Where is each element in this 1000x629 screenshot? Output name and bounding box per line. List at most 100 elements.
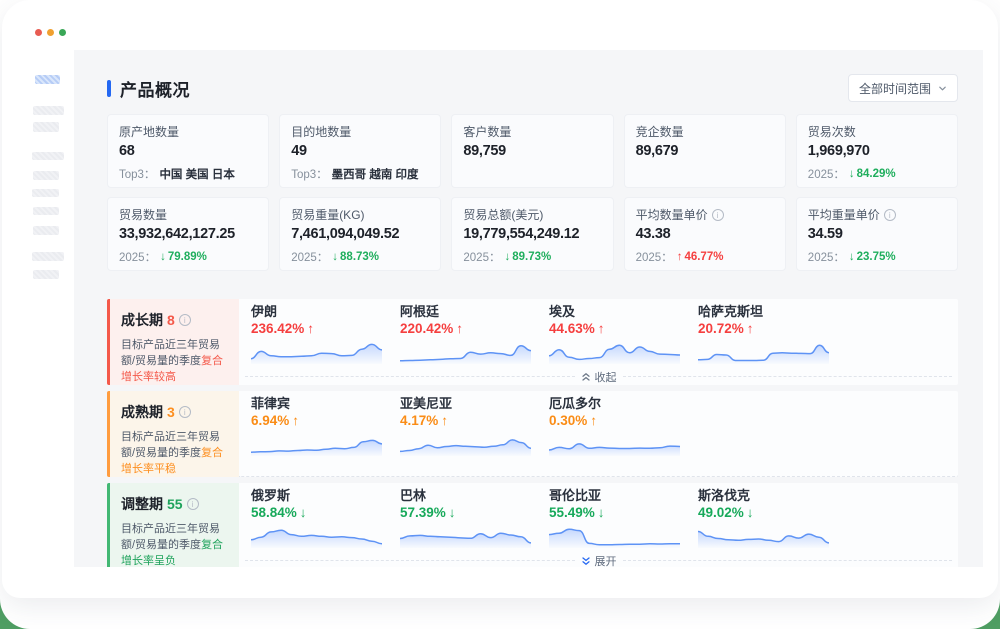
stat-card: 贸易总额(美元) 19,779,554,249.12 2025： ↓ 89.73… bbox=[451, 197, 614, 271]
close-window-icon[interactable] bbox=[35, 29, 42, 36]
stat-card: 贸易次数 1,969,970 2025： ↓ 84.29% bbox=[795, 114, 958, 188]
trend-arrow-icon: ↑ bbox=[590, 413, 598, 428]
country-chart: 巴林 57.39% ↓ bbox=[400, 488, 531, 550]
background-page bbox=[0, 595, 1000, 629]
stat-sub: Top3： 墨西哥 越南 印度 bbox=[291, 166, 429, 182]
stage-count: 3 bbox=[167, 404, 175, 420]
minimize-window-icon[interactable] bbox=[47, 29, 54, 36]
main-content: 产品概况 全部时间范围 原产地数量 68 Top3： 中国 美国 日本 目的地数… bbox=[74, 50, 983, 567]
growth-percent: 49.02% bbox=[698, 505, 744, 520]
country-charts: 伊朗 236.42% ↑ 阿根廷 220.42% ↑ 埃及 44.63% ↑ 哈… bbox=[239, 299, 958, 369]
country-name: 亚美尼亚 bbox=[400, 396, 453, 411]
title-accent-bar bbox=[107, 79, 111, 97]
sidebar-item[interactable] bbox=[32, 152, 64, 160]
sidebar-item-active[interactable] bbox=[35, 75, 60, 84]
stat-sub-names: 中国 美国 日本 bbox=[159, 169, 235, 181]
trend-arrow-icon: ↓ bbox=[332, 251, 339, 263]
stage-label-panel: 成长期 8 目标产品近三年贸易额/贸易量的季度复合增长率较高 bbox=[107, 299, 239, 385]
page-title: 产品概况 bbox=[120, 80, 190, 100]
stat-sub-prefix: 2025： bbox=[291, 252, 329, 264]
stat-value: 89,679 bbox=[635, 143, 679, 159]
stat-sub-names: 墨西哥 越南 印度 bbox=[331, 169, 419, 181]
country-growth: 236.42% ↑ bbox=[251, 320, 382, 337]
stage-count: 55 bbox=[167, 496, 183, 512]
double-chevron-icon bbox=[581, 372, 591, 382]
info-icon[interactable] bbox=[178, 406, 191, 418]
trend-percent: 84.29% bbox=[856, 168, 896, 180]
country-growth: 49.02% ↓ bbox=[698, 504, 829, 521]
growth-percent: 4.17% bbox=[400, 413, 439, 428]
sidebar-item[interactable] bbox=[33, 106, 64, 115]
toggle-link[interactable]: 展开 bbox=[581, 553, 617, 567]
trend-arrow-icon: ↑ bbox=[456, 321, 464, 336]
trend-percent: 89.73% bbox=[512, 251, 552, 263]
stat-value: 33,932,642,127.25 bbox=[119, 226, 235, 242]
stat-label: 贸易重量(KG) bbox=[291, 208, 365, 222]
country-name: 伊朗 bbox=[251, 304, 278, 319]
trend-arrow-icon: ↓ bbox=[160, 251, 166, 263]
sidebar-item[interactable] bbox=[32, 252, 64, 261]
toggle-link[interactable]: 收起 bbox=[581, 369, 617, 385]
trend-arrow-icon: ↓ bbox=[848, 251, 855, 263]
country-growth: 4.17% ↑ bbox=[400, 412, 531, 429]
country-growth: 0.30% ↑ bbox=[549, 412, 680, 429]
sidebar-item[interactable] bbox=[33, 171, 59, 180]
stat-trend: ↓ 23.75% bbox=[849, 251, 896, 263]
sparkline-chart bbox=[400, 338, 531, 364]
info-icon[interactable] bbox=[186, 498, 199, 510]
stage-description: 目标产品近三年贸易额/贸易量的季度复合增长率较高 bbox=[121, 339, 224, 383]
stat-sub: 2025： ↓ 89.73% bbox=[463, 249, 601, 265]
maximize-window-icon[interactable] bbox=[59, 29, 66, 36]
country-chart: 俄罗斯 58.84% ↓ bbox=[251, 488, 382, 550]
sidebar-item[interactable] bbox=[33, 122, 59, 132]
stat-card: 平均数量单价 43.38 2025： ↑ 46.77% bbox=[623, 197, 786, 271]
info-icon[interactable] bbox=[178, 314, 191, 326]
stat-sub-prefix: Top3： bbox=[119, 169, 156, 181]
trend-arrow-icon: ↓ bbox=[597, 505, 605, 520]
sparkline-chart bbox=[400, 430, 531, 456]
trend-arrow-icon: ↑ bbox=[307, 321, 315, 336]
sparkline-chart bbox=[251, 522, 382, 548]
country-growth: 57.39% ↓ bbox=[400, 504, 531, 521]
country-growth: 58.84% ↓ bbox=[251, 504, 382, 521]
toggle-label: 收起 bbox=[594, 371, 617, 384]
country-chart: 哥伦比亚 55.49% ↓ bbox=[549, 488, 680, 550]
double-chevron-icon bbox=[581, 556, 591, 566]
stat-trend: ↓ 79.89% bbox=[160, 251, 207, 263]
sparkline-chart bbox=[698, 338, 829, 364]
stat-trend: ↓ 88.73% bbox=[332, 251, 379, 263]
stat-sub: Top3： 中国 美国 日本 bbox=[119, 166, 257, 182]
stat-label: 原产地数量 bbox=[119, 125, 180, 139]
country-growth: 44.63% ↑ bbox=[549, 320, 680, 337]
stat-value: 89,759 bbox=[463, 143, 506, 159]
sidebar-item[interactable] bbox=[33, 270, 59, 279]
stat-value: 1,969,970 bbox=[807, 143, 870, 159]
toggle-row: 展开 bbox=[239, 553, 958, 567]
stage-row: 调整期 55 目标产品近三年贸易额/贸易量的季度复合增长率呈负 俄罗斯 58.8… bbox=[107, 483, 958, 567]
stage-row: 成长期 8 目标产品近三年贸易额/贸易量的季度复合增长率较高 伊朗 236.42… bbox=[107, 299, 958, 385]
stat-sub-prefix: 2025： bbox=[635, 252, 673, 264]
stat-sub-prefix: Top3： bbox=[291, 169, 328, 181]
stat-value: 68 bbox=[119, 143, 135, 159]
stat-value: 43.38 bbox=[635, 226, 671, 242]
trend-arrow-icon: ↑ bbox=[676, 251, 683, 263]
stat-sub: 2025： ↓ 79.89% bbox=[119, 249, 257, 265]
stage-name: 调整期 bbox=[121, 496, 163, 512]
sidebar-item[interactable] bbox=[33, 226, 59, 235]
app-window: 产品概况 全部时间范围 原产地数量 68 Top3： 中国 美国 日本 目的地数… bbox=[2, 0, 998, 598]
country-name: 斯洛伐克 bbox=[698, 488, 751, 503]
trend-arrow-icon: ↑ bbox=[292, 413, 300, 428]
sidebar-item[interactable] bbox=[32, 189, 59, 197]
stat-sub: 2025： ↓ 84.29% bbox=[808, 166, 946, 182]
trend-arrow-icon: ↓ bbox=[504, 251, 511, 263]
stat-value: 49 bbox=[291, 143, 307, 159]
stage-row: 成熟期 3 目标产品近三年贸易额/贸易量的季度复合增长率平稳 菲律宾 6.94%… bbox=[107, 391, 958, 477]
info-icon[interactable] bbox=[711, 209, 724, 221]
stage-label-panel: 调整期 55 目标产品近三年贸易额/贸易量的季度复合增长率呈负 bbox=[107, 483, 239, 567]
stat-trend: ↓ 89.73% bbox=[504, 251, 551, 263]
stage-description: 目标产品近三年贸易额/贸易量的季度复合增长率平稳 bbox=[121, 431, 224, 475]
stats-grid: 原产地数量 68 Top3： 中国 美国 日本 目的地数量 49 Top3： 墨… bbox=[107, 114, 958, 271]
sidebar-item[interactable] bbox=[33, 207, 59, 215]
info-icon[interactable] bbox=[883, 209, 896, 221]
time-range-dropdown[interactable]: 全部时间范围 bbox=[847, 74, 958, 102]
